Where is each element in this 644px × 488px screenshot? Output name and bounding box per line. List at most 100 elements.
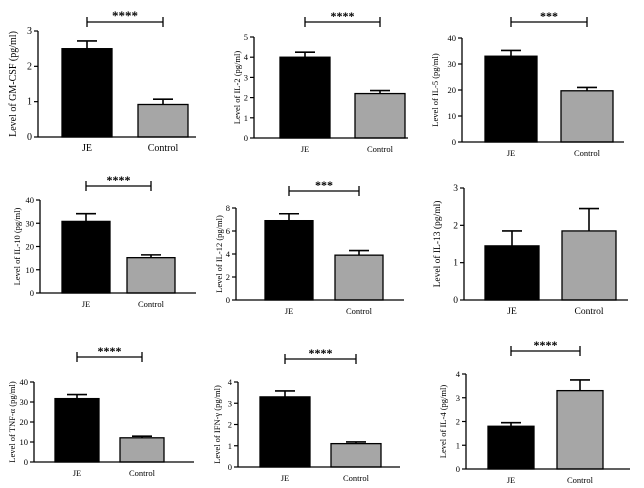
x-tick-label-je: JE [281, 473, 290, 483]
y-tick-label: 1 [244, 113, 248, 123]
y-tick-label: 3 [456, 393, 460, 403]
x-tick-label-control: Control [346, 306, 373, 316]
significance-stars: **** [112, 8, 138, 23]
significance-stars: **** [98, 344, 122, 358]
y-tick-label: 4 [228, 377, 233, 387]
x-tick-label-control: Control [129, 468, 156, 478]
bar-control [561, 230, 617, 301]
y-axis-label: Level of IL-13 (pg/ml) [432, 201, 443, 288]
y-tick-label: 3 [27, 26, 32, 37]
y-tick-label: 30 [26, 218, 35, 228]
x-tick-label-control: Control [574, 307, 603, 317]
y-tick-label: 20 [20, 417, 29, 427]
y-tick-label: 4 [456, 369, 461, 379]
x-tick-label-je: JE [507, 148, 516, 158]
x-tick-label-je: JE [82, 143, 92, 154]
y-axis-label: Level of GM-CSF (pg/ml) [8, 31, 19, 137]
significance-stars: **** [107, 173, 131, 187]
bar-control [126, 257, 176, 294]
y-tick-label: 6 [226, 226, 230, 236]
y-tick-label: 1 [27, 97, 32, 108]
y-tick-label: 2 [226, 272, 230, 282]
bar-je [484, 245, 540, 301]
y-tick-label: 1 [228, 441, 232, 451]
y-tick-label: 4 [226, 249, 231, 259]
y-tick-label: 0 [456, 464, 460, 474]
y-axis-label: Level of IFN-γ (pg/ml) [212, 385, 222, 464]
bar-je [259, 396, 311, 468]
bar-control [330, 442, 382, 468]
y-tick-label: 0 [30, 288, 34, 298]
x-tick-label-control: Control [343, 473, 370, 483]
bar-je [264, 219, 314, 301]
bar-control [556, 389, 604, 470]
y-tick-label: 3 [453, 184, 458, 194]
y-tick-label: 4 [244, 52, 249, 62]
bar-je [54, 397, 100, 463]
y-tick-label: 20 [26, 242, 35, 252]
y-tick-label: 8 [226, 203, 230, 213]
y-tick-label: 2 [453, 221, 458, 231]
chart-panel-3: JE Control 0 10 20 30 40 Level of IL-5 (pg/ml) *… [430, 9, 624, 158]
bar-control [137, 103, 189, 138]
y-tick-label: 40 [26, 195, 35, 205]
y-tick-label: 2 [228, 420, 232, 430]
y-tick-label: 2 [244, 93, 248, 103]
x-tick-label-je: JE [507, 307, 517, 317]
chart-panel-1: JE Control 0 1 2 3 Level of GM-CSF (pg/ml) **** [8, 8, 196, 154]
chart-panel-4: JE Control 0 10 20 30 40 Level of IL-10 (pg/ml)… [12, 173, 196, 309]
y-tick-label: 20 [448, 85, 457, 95]
y-tick-label: 3 [228, 398, 232, 408]
x-tick-label-je: JE [82, 299, 91, 309]
x-tick-label-je: JE [73, 468, 82, 478]
y-tick-label: 40 [448, 33, 457, 43]
bar-control [560, 90, 614, 143]
y-tick-label: 40 [20, 377, 29, 387]
significance-stars: **** [309, 346, 333, 360]
x-tick-label-control: Control [148, 143, 179, 154]
y-tick-label: 0 [452, 137, 456, 147]
y-tick-label: 5 [244, 32, 248, 42]
y-axis-label: Level of IL-10 (pg/ml) [12, 208, 22, 286]
bar-control [119, 437, 165, 463]
y-tick-label: 1 [456, 440, 460, 450]
y-tick-label: 0 [24, 457, 28, 467]
significance-stars: **** [331, 9, 355, 23]
y-tick-label: 10 [20, 437, 29, 447]
y-tick-label: 30 [448, 59, 457, 69]
chart-panel-6: JE Control 0 1 2 3 Level of IL-13 (pg/ml) [432, 184, 628, 317]
y-tick-label: 0 [453, 296, 458, 306]
x-tick-label-control: Control [138, 299, 165, 309]
y-tick-label: 2 [27, 61, 32, 72]
bar-je [279, 56, 331, 139]
bar-je [61, 48, 113, 138]
y-axis-label: Level of IL-12 (pg/ml) [214, 215, 224, 293]
x-tick-label-control: Control [567, 475, 594, 485]
y-tick-label: 2 [456, 417, 460, 427]
bar-control [334, 254, 384, 301]
y-tick-label: 0 [226, 295, 230, 305]
significance-stars: *** [315, 178, 333, 192]
y-tick-label: 10 [26, 265, 35, 275]
x-tick-label-je: JE [301, 144, 310, 154]
bar-je [61, 220, 111, 294]
y-tick-label: 30 [20, 397, 29, 407]
y-tick-label: 0 [27, 132, 32, 143]
y-axis-label: Level of IL-2 (pg/ml) [232, 51, 242, 125]
significance-stars: *** [540, 9, 558, 23]
bar-je [484, 55, 538, 143]
x-tick-label-control: Control [367, 144, 394, 154]
y-axis-label: Level of IL-4 (pg/ml) [438, 385, 448, 459]
y-axis-label: Level of TNF-α (pg/ml) [7, 381, 17, 463]
y-tick-label: 10 [448, 111, 457, 121]
y-tick-label: 3 [244, 72, 248, 82]
x-tick-label-je: JE [507, 475, 516, 485]
chart-panel-8: JE Control 0 1 2 3 4 Level of IFN-γ (pg/ml) **** [212, 346, 400, 483]
x-tick-label-control: Control [574, 148, 601, 158]
y-tick-label: 0 [228, 462, 232, 472]
bar-control [354, 92, 406, 139]
x-tick-label-je: JE [285, 306, 294, 316]
